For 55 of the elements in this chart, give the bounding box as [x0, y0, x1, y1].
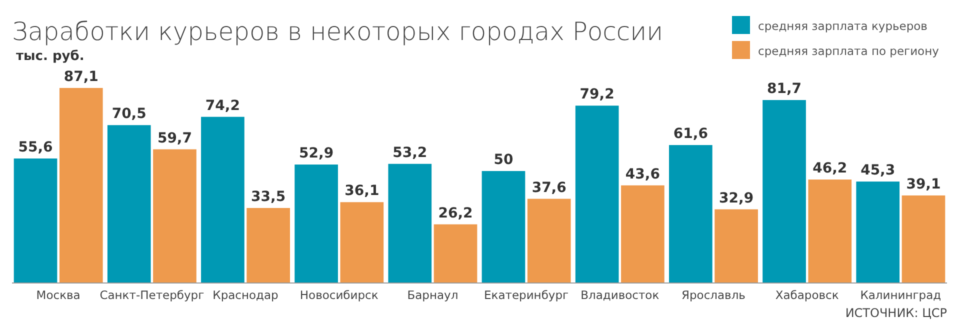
data-label: 45,3	[860, 162, 896, 179]
bar	[434, 224, 478, 283]
y-axis-title: тыс. руб.	[16, 49, 84, 64]
bar	[856, 182, 900, 283]
x-tick-label: Ярославль	[682, 288, 746, 302]
data-label: 33,5	[251, 188, 286, 205]
bar	[482, 171, 526, 283]
data-label: 43,6	[625, 166, 660, 182]
x-tick-label: Владивосток	[580, 288, 660, 302]
data-label: 70,5	[112, 106, 146, 122]
bar	[714, 209, 758, 283]
x-tick-label: Санкт-Петербург	[100, 288, 204, 302]
bar	[762, 100, 806, 283]
x-tick-label: Москва	[36, 288, 80, 302]
data-label: 26,2	[438, 205, 473, 222]
bar	[808, 180, 852, 283]
bar	[669, 145, 712, 283]
data-label: 74,2	[205, 98, 240, 114]
bar	[621, 185, 664, 283]
data-label: 39,1	[906, 176, 941, 192]
chart-title: Заработки курьеров в некоторых городах России	[12, 17, 664, 46]
text: ИСТОЧНИК: ЦСР	[845, 306, 947, 320]
x-tick-label: Калининград	[860, 288, 942, 302]
data-label: 53,2	[392, 144, 428, 161]
bar	[153, 149, 196, 283]
data-label: 59,7	[157, 130, 192, 146]
bar	[59, 88, 103, 283]
data-label: 50	[494, 152, 514, 168]
data-label: 32,9	[719, 190, 754, 206]
x-tick-label: Краснодар	[212, 288, 278, 302]
data-label: 81,7	[766, 81, 802, 98]
legend-label: средняя зарплата курьеров	[758, 19, 928, 33]
data-label: 37,6	[532, 180, 566, 196]
data-label: 79,2	[580, 86, 614, 103]
data-label: 36,1	[344, 183, 380, 200]
data-label: 46,2	[812, 160, 848, 177]
bar	[902, 195, 946, 283]
data-label: 52,9	[299, 146, 334, 162]
bar	[575, 106, 619, 283]
bar	[201, 116, 244, 283]
bar	[107, 125, 151, 283]
bar	[14, 158, 58, 283]
bar	[527, 198, 571, 283]
x-tick-label: Барнаул	[407, 288, 458, 302]
x-tick-label: Екатеринбург	[484, 288, 569, 302]
x-tick-label: Новосибирск	[300, 288, 378, 302]
bar	[246, 208, 290, 283]
bar	[294, 164, 338, 283]
bar	[340, 202, 384, 283]
data-label: 55,6	[18, 139, 53, 156]
data-label: 61,6	[673, 126, 708, 142]
data-label: 87,1	[64, 68, 98, 85]
legend-label: средняя зарплата по региону	[758, 44, 940, 58]
x-tick-label: Хабаровск	[775, 288, 839, 302]
bar	[388, 164, 432, 283]
